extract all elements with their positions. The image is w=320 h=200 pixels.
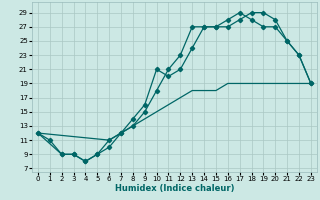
X-axis label: Humidex (Indice chaleur): Humidex (Indice chaleur) xyxy=(115,184,234,193)
